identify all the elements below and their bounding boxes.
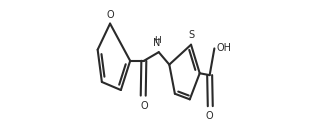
Text: O: O bbox=[205, 111, 213, 121]
Text: N: N bbox=[152, 38, 160, 48]
Text: H: H bbox=[154, 36, 161, 45]
Text: S: S bbox=[189, 30, 195, 40]
Text: O: O bbox=[107, 10, 114, 20]
Text: O: O bbox=[140, 101, 148, 111]
Text: OH: OH bbox=[217, 43, 232, 53]
